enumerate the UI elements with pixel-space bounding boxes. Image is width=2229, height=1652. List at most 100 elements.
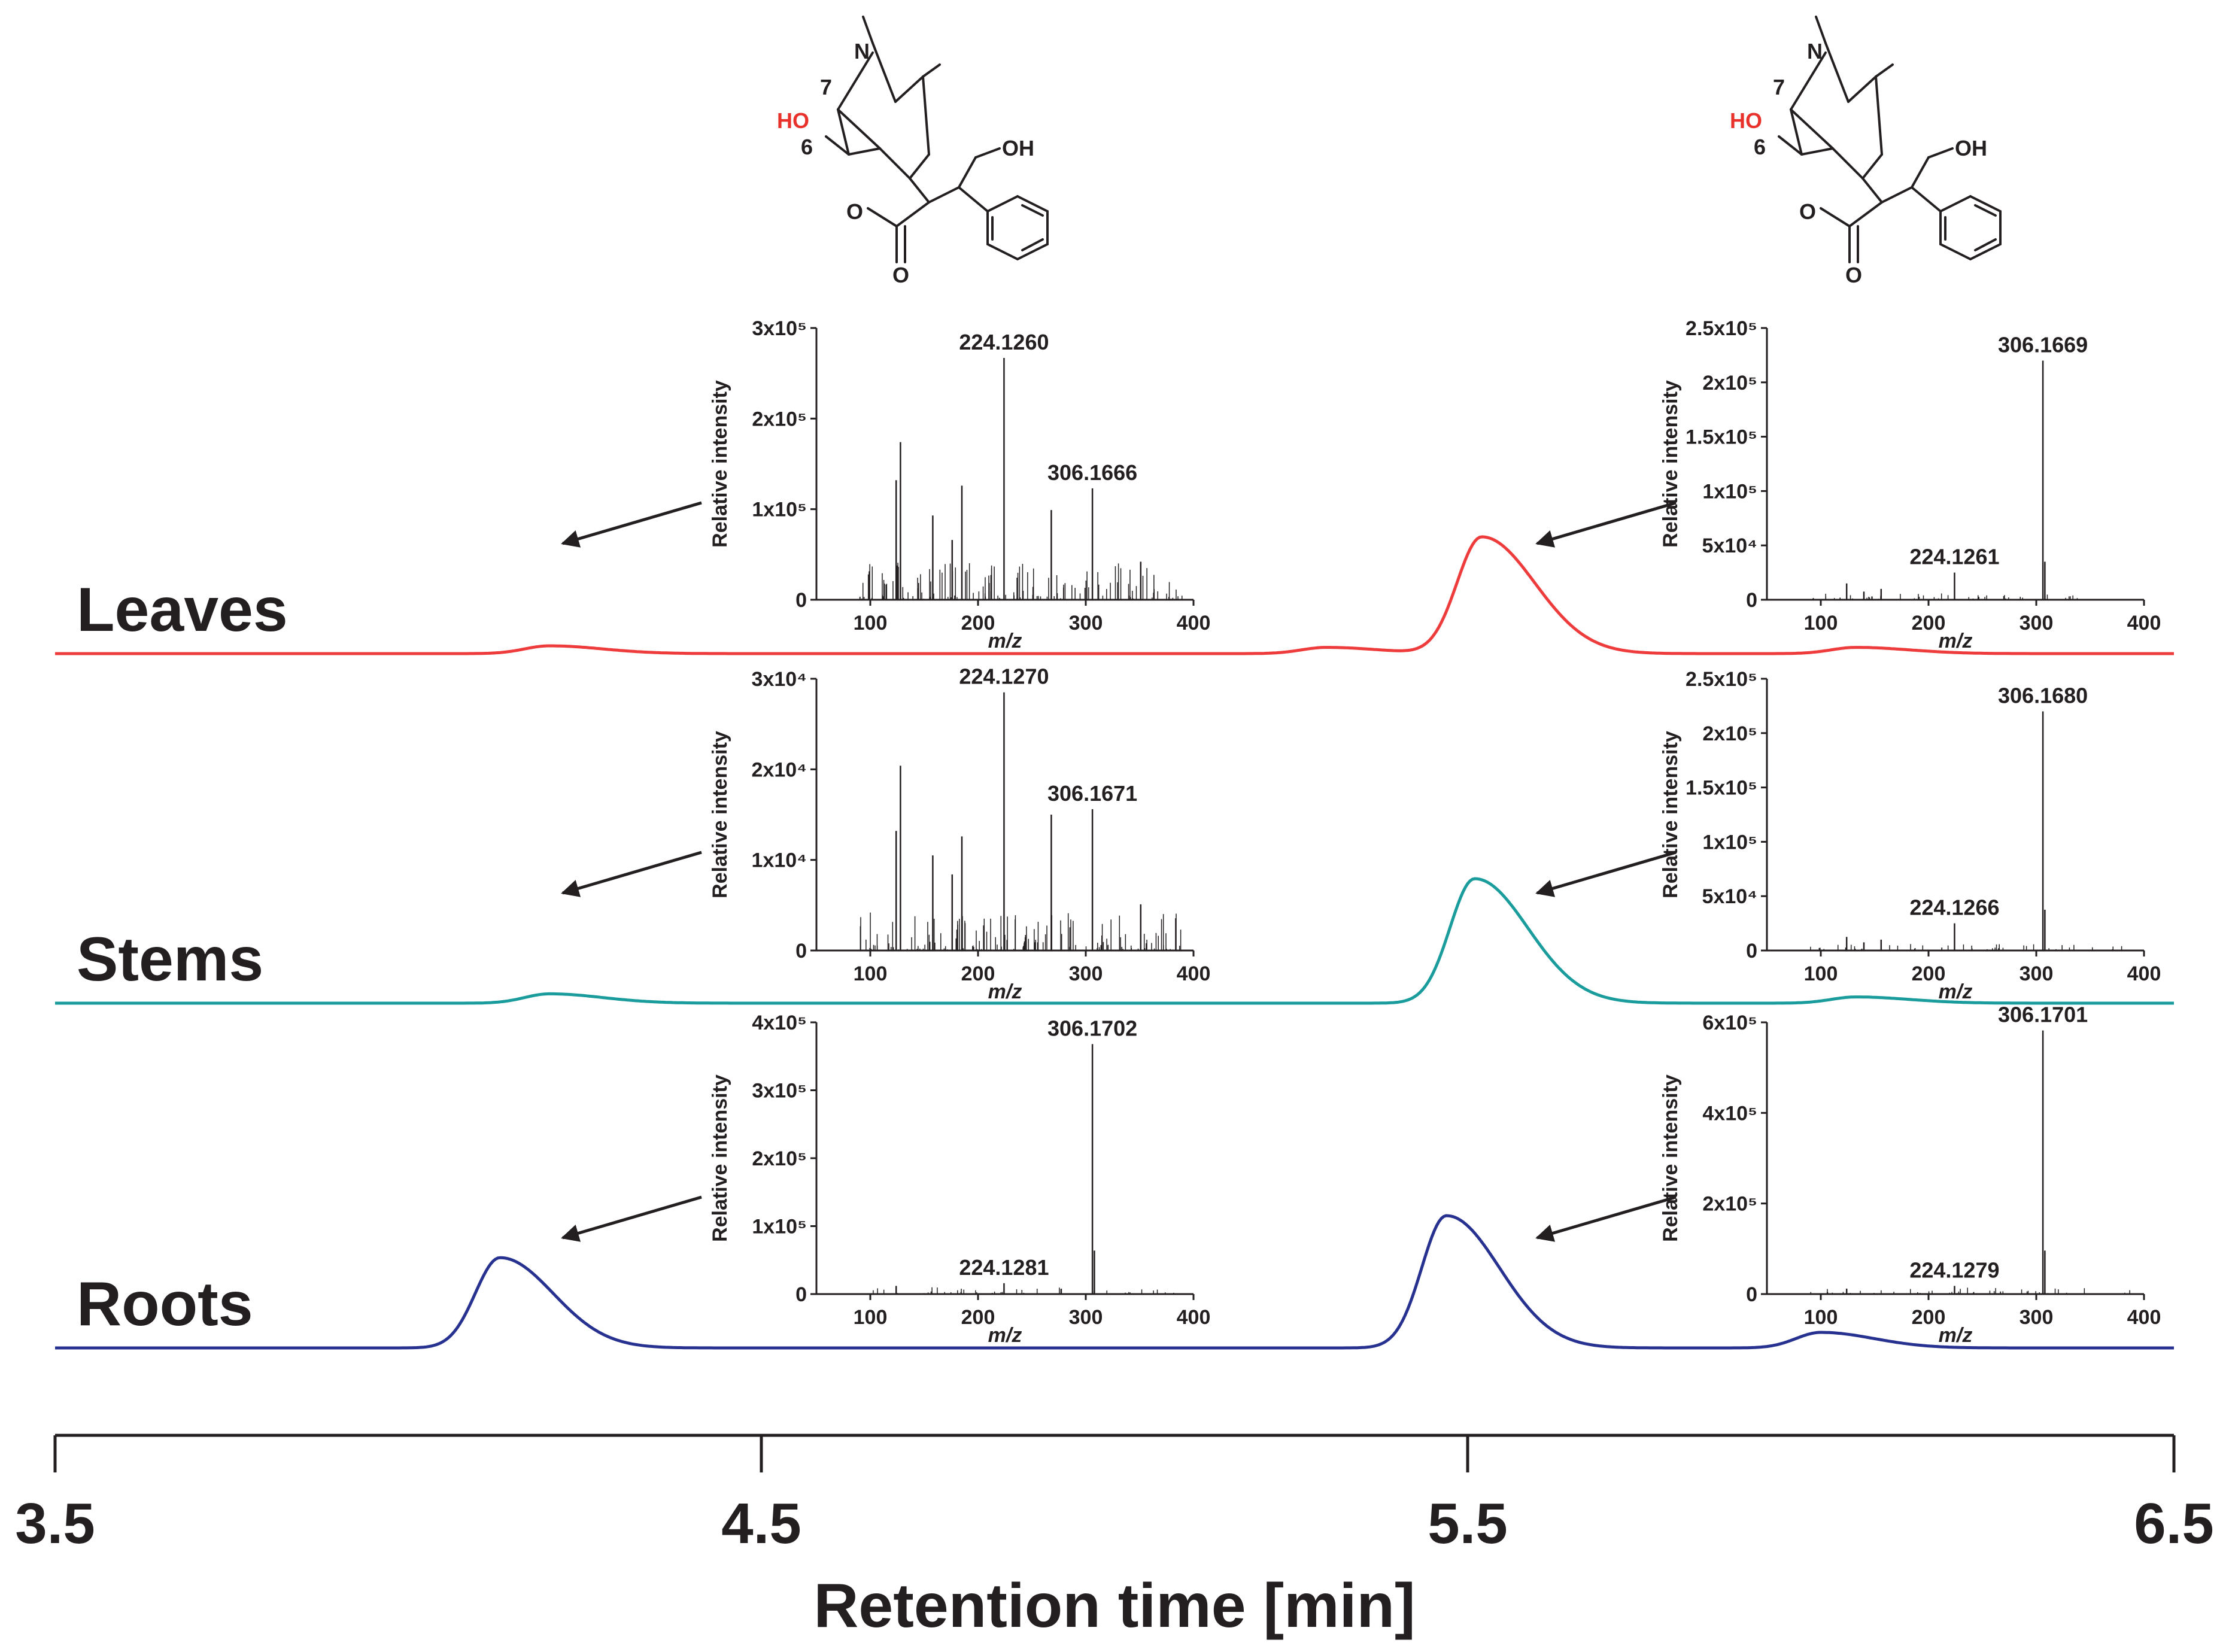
sample-label-roots: Roots bbox=[77, 1270, 253, 1339]
ms-y-tick-label: 4x10⁵ bbox=[752, 1012, 807, 1034]
trace-stems bbox=[55, 877, 2174, 1005]
bond bbox=[1016, 195, 1049, 212]
bond bbox=[986, 195, 1019, 212]
ms-y-tick-label: 1x10⁵ bbox=[1702, 480, 1757, 503]
sample-label-leaves: Leaves bbox=[77, 575, 288, 645]
ms-x-tick-label: 300 bbox=[2020, 612, 2054, 634]
trace-roots bbox=[55, 1214, 2174, 1350]
bond bbox=[1820, 207, 1851, 227]
bond bbox=[825, 135, 850, 156]
ms-x-tick-label: 100 bbox=[854, 962, 888, 985]
atom-o-ester: O bbox=[1799, 199, 1816, 224]
x-tick-label: 5.5 bbox=[1428, 1492, 1507, 1556]
ms-y-tick-label: 2x10⁵ bbox=[1702, 722, 1757, 745]
ms-y-tick-label: 6x10⁵ bbox=[1702, 1012, 1757, 1034]
ms-y-tick-label: 0 bbox=[795, 940, 807, 962]
atom-7: 7 bbox=[820, 75, 832, 99]
ms-x-title: m/z bbox=[1939, 630, 1973, 652]
ms-x-tick-label: 200 bbox=[961, 962, 995, 985]
ms-peak-label: 224.1279 bbox=[1909, 1258, 1999, 1282]
bond bbox=[1969, 195, 2002, 212]
ms-x-tick-label: 400 bbox=[1177, 612, 1211, 634]
bond bbox=[879, 147, 911, 180]
scopolamine-structure-left: N7 6HO OH O O bbox=[777, 16, 1049, 287]
ms-x-tick-label: 300 bbox=[1069, 1306, 1103, 1329]
ms-peak-label: 306.1701 bbox=[1998, 1003, 2088, 1027]
bond bbox=[1790, 51, 1827, 111]
ms-x-tick-label: 100 bbox=[854, 612, 888, 634]
atom-oh: OH bbox=[1955, 136, 1987, 160]
bond bbox=[1790, 108, 1803, 156]
bond bbox=[1974, 238, 1997, 251]
ms-y-tick-label: 5x10⁴ bbox=[1702, 535, 1757, 557]
ms-x-tick-label: 300 bbox=[1069, 962, 1103, 985]
ms-x-tick-label: 200 bbox=[1912, 1306, 1946, 1329]
bond bbox=[958, 156, 977, 189]
ms-y-tick-label: 3x10⁵ bbox=[752, 1080, 807, 1103]
ms-panel-leaves-right: 0 5x10⁴ 1x10⁵ 1.5x10⁵ 2x10⁵ 2.5x10⁵ 100 200 300 4… bbox=[1659, 317, 2161, 652]
ms-peak-label: 224.1260 bbox=[959, 330, 1049, 354]
ms-y-tick-label: 0 bbox=[795, 1283, 807, 1306]
bond bbox=[1861, 153, 1883, 180]
ms-x-tick-label: 400 bbox=[1177, 962, 1211, 985]
ms-x-tick-label: 100 bbox=[1804, 612, 1838, 634]
ms-peak-label: 306.1702 bbox=[1047, 1016, 1137, 1040]
ms-panel-leaves-left: 0 1x10⁵ 2x10⁵ 3x10⁵ 100 200 300 400 m/z Relative … bbox=[709, 317, 1210, 652]
ms-y-tick-label: 2.5x10⁵ bbox=[1686, 668, 1757, 691]
ms-y-tick-label: 1x10⁴ bbox=[752, 849, 807, 872]
ms-x-tick-label: 300 bbox=[2020, 962, 2054, 985]
bond bbox=[1911, 156, 1930, 189]
ms-x-tick-label: 400 bbox=[2127, 1306, 2161, 1329]
ms-panel-roots-left: 0 1x10⁵ 2x10⁵ 3x10⁵ 4x10⁵ 100 200 300 400 m/z Rela… bbox=[709, 1012, 1210, 1347]
ms-y-tick-label: 2.5x10⁵ bbox=[1686, 317, 1757, 340]
bond bbox=[1875, 75, 1883, 156]
bond bbox=[928, 186, 960, 204]
atom-ho: HO bbox=[1730, 108, 1762, 133]
bond bbox=[958, 186, 989, 212]
atom-6: 6 bbox=[1754, 135, 1766, 159]
x-tick-label: 6.5 bbox=[2134, 1492, 2213, 1556]
x-axis-title: Retention time [min] bbox=[813, 1571, 1415, 1641]
arrow-left-1 bbox=[561, 851, 702, 897]
ms-y-tick-label: 0 bbox=[795, 589, 807, 612]
ms-y-tick-label: 0 bbox=[1746, 1283, 1757, 1306]
ms-peak-label: 224.1266 bbox=[1909, 895, 1999, 920]
bond bbox=[1875, 63, 1894, 78]
ms-y-tick-label: 0 bbox=[1746, 589, 1757, 612]
atom-o-carbonyl: O bbox=[1845, 263, 1862, 287]
ms-peak-label: 224.1270 bbox=[959, 664, 1049, 689]
mass-spectra-insets: 0 1x10⁵ 2x10⁵ 3x10⁵ 100 200 300 400 m/z Relative … bbox=[709, 317, 2161, 1347]
bond bbox=[1939, 243, 1972, 260]
ms-panel-roots-right: 0 2x10⁵ 4x10⁵ 6x10⁵ 100 200 300 400 m/z Relative … bbox=[1659, 1003, 2161, 1347]
ms-y-tick-label: 2x10⁵ bbox=[1702, 1193, 1757, 1216]
ms-y-tick-label: 0 bbox=[1746, 940, 1757, 962]
bond bbox=[974, 147, 1001, 159]
bond bbox=[1016, 243, 1049, 260]
ms-x-title: m/z bbox=[988, 630, 1022, 652]
bond bbox=[922, 63, 941, 78]
ms-y-title: Relative intensity bbox=[709, 380, 731, 548]
bond bbox=[986, 243, 1019, 260]
arrow-right-0 bbox=[1535, 501, 1677, 548]
ms-x-tick-label: 400 bbox=[1177, 1306, 1211, 1329]
ms-x-title: m/z bbox=[1939, 1324, 1973, 1347]
ms-y-title: Relative intensity bbox=[1659, 1074, 1682, 1242]
bond bbox=[922, 75, 930, 156]
ms-x-tick-label: 100 bbox=[1804, 962, 1838, 985]
ms-y-tick-label: 4x10⁵ bbox=[1702, 1102, 1757, 1125]
ms-y-tick-label: 1x10⁵ bbox=[752, 499, 807, 521]
ms-y-tick-label: 5x10⁴ bbox=[1702, 885, 1757, 908]
atom-7: 7 bbox=[1773, 75, 1785, 99]
atom-n: N bbox=[1807, 39, 1823, 63]
arrow-right-2 bbox=[1535, 1195, 1677, 1242]
bond bbox=[1861, 177, 1883, 204]
ms-x-title: m/z bbox=[988, 1324, 1022, 1347]
ms-y-tick-label: 2x10⁵ bbox=[1702, 372, 1757, 394]
bond bbox=[1800, 147, 1834, 156]
ms-x-tick-label: 200 bbox=[1912, 612, 1946, 634]
ms-peak-label: 224.1261 bbox=[1909, 545, 1999, 569]
bond bbox=[1021, 204, 1044, 217]
ms-x-tick-label: 400 bbox=[2127, 962, 2161, 985]
ms-x-tick-label: 200 bbox=[1912, 962, 1946, 985]
